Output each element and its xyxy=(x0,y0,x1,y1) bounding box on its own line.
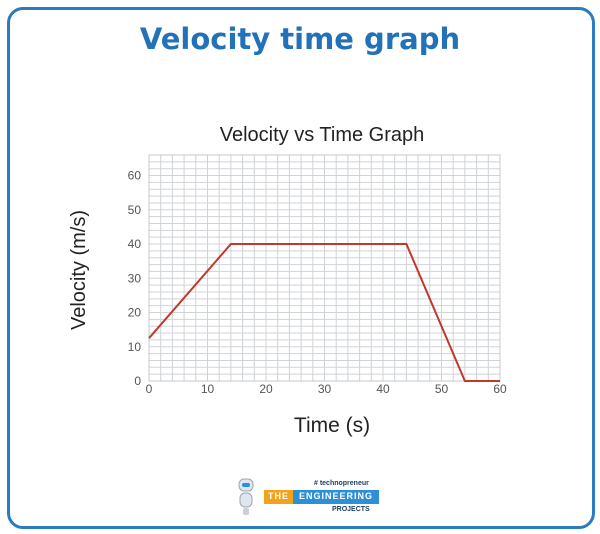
x-tick-label: 0 xyxy=(146,382,153,396)
logo-projects: PROJECTS xyxy=(332,506,370,513)
y-tick-label: 20 xyxy=(128,306,142,320)
engineering-projects-logo: # technopreneur THE ENGINEERING PROJECTS xyxy=(232,475,382,520)
logo-tagline: # technopreneur xyxy=(314,480,369,487)
logo-the: THE xyxy=(264,490,293,504)
plot-border xyxy=(148,154,501,382)
x-tick-label: 10 xyxy=(201,382,215,396)
velocity-line xyxy=(148,243,500,382)
x-axis-label: Time (s) xyxy=(294,414,370,437)
y-axis-label: Velocity (m/s) xyxy=(68,210,90,330)
x-tick-label: 50 xyxy=(435,382,449,396)
y-tick-label: 10 xyxy=(128,340,142,354)
chart-title: Velocity vs Time Graph xyxy=(220,124,425,146)
x-tick-label: 40 xyxy=(376,382,390,396)
logo-engineering: ENGINEERING xyxy=(293,490,380,504)
y-tick-label: 30 xyxy=(128,271,142,285)
x-tick-label: 20 xyxy=(259,382,273,396)
x-tick-label: 30 xyxy=(318,382,332,396)
y-tick-label: 50 xyxy=(128,203,142,217)
page-title: Velocity time graph xyxy=(139,22,461,56)
y-tick-label: 0 xyxy=(134,374,141,388)
y-tick-label: 40 xyxy=(128,237,142,251)
x-tick-label: 60 xyxy=(493,382,507,396)
robot-icon xyxy=(238,478,254,515)
y-tick-label: 60 xyxy=(128,169,142,183)
